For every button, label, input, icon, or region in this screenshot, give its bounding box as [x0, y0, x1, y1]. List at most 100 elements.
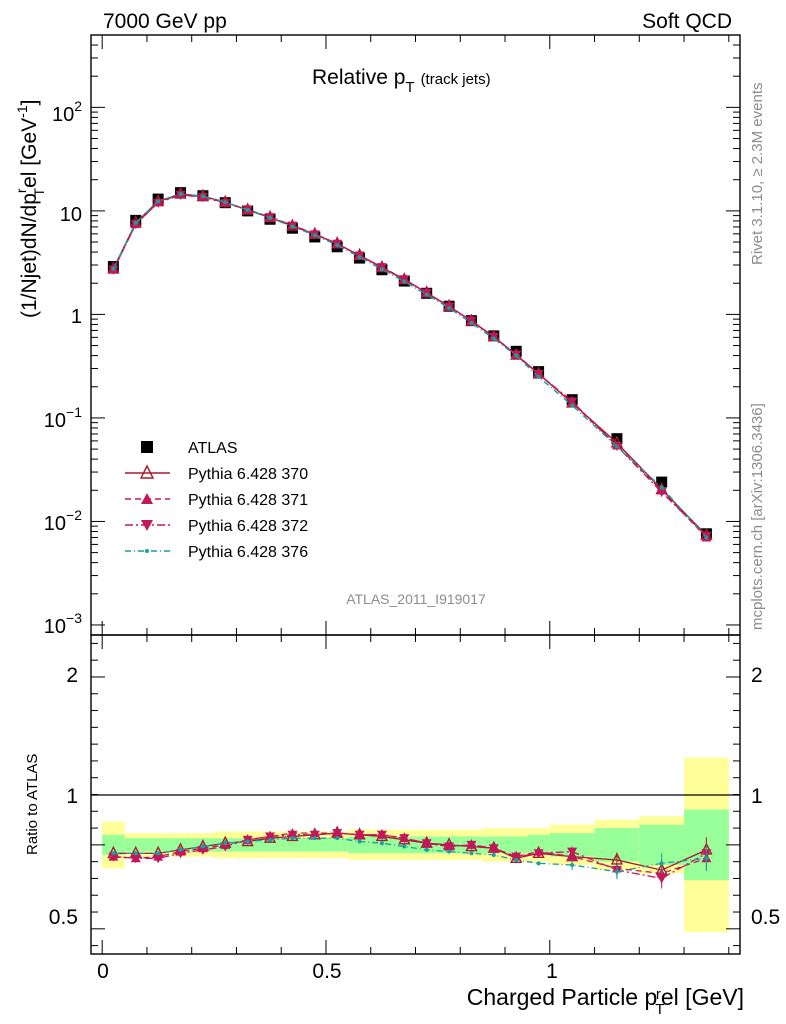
ratio-point-3 [245, 839, 250, 844]
series-line-3 [112, 193, 707, 538]
series-point-3 [223, 200, 228, 205]
ratio-point-3 [312, 836, 317, 841]
legend-marker-1 [141, 493, 153, 504]
top-y-tick-labels: 102 10 1 10−1 10−2 10−3 [44, 98, 82, 638]
series-point-3 [536, 374, 541, 379]
series-point-3 [469, 320, 474, 325]
series-point-3 [514, 353, 519, 358]
ratio-point-2 [656, 874, 667, 884]
y-tick-label-0.001: 10−3 [44, 610, 82, 638]
ratio-point-3 [704, 856, 709, 861]
ratio-point-3 [469, 851, 474, 856]
ratio-band-inner [549, 833, 595, 857]
ratio-point-3 [491, 852, 496, 857]
plot-title: Relative pT (track jets) [312, 66, 491, 96]
x-tick-0.5: 0.5 [312, 960, 341, 983]
ratio-band-inner [325, 838, 349, 852]
ratio-band-inner [146, 838, 170, 852]
y-axis-label-top: (1/Njet)dN/dpr Tel [GeV-1] [13, 100, 47, 318]
legend-marker-2 [141, 520, 153, 531]
header-right: Soft QCD [642, 10, 732, 33]
ratio-y-tick-labels: 2 1 0.5 2 1 0.5 [49, 664, 780, 929]
ratio-point-3 [133, 851, 138, 856]
ratio-point-2 [108, 852, 119, 862]
y-tick-label-0.01: 10−2 [44, 507, 82, 535]
side-text-top: Rivet 3.1.10, ≥ 2.3M events [749, 83, 766, 266]
legend-marker-3 [145, 549, 149, 553]
series-point-3 [335, 243, 340, 248]
series-point-2 [656, 488, 667, 498]
ratio-point-2 [488, 844, 499, 854]
ratio-point-3 [536, 861, 541, 866]
ratio-point-3 [402, 844, 407, 849]
ratio-point-2 [309, 830, 320, 840]
series-point-3 [357, 255, 362, 260]
ratio-band-inner [505, 836, 528, 854]
ratio-point-3 [357, 839, 362, 844]
legend-marker-0 [139, 464, 155, 479]
ratio-point-3 [335, 836, 340, 841]
series-point-3 [290, 224, 295, 229]
ratio-point-2 [220, 842, 231, 852]
ratio-point-2 [153, 854, 164, 864]
ratio-point-3 [290, 836, 295, 841]
ratio-tick-1-left: 1 [66, 785, 78, 808]
ratio-frame [90, 634, 741, 955]
x-tick-labels: 0 0.5 1 [97, 960, 558, 983]
series-line-0 [112, 193, 707, 536]
legend-label-atlas: ATLAS [188, 440, 238, 457]
watermark: ATLAS_2011_I919017 [346, 591, 486, 607]
ratio-bands [102, 757, 729, 933]
ratio-point-2 [376, 830, 387, 840]
ratio-tick-2-right: 2 [751, 664, 763, 687]
plot-title-main: Relative p [312, 66, 405, 89]
plot-title-sub: T [405, 79, 414, 96]
ratio-point-2 [175, 849, 186, 859]
ratio-point-3 [156, 851, 161, 856]
ratio-point-2 [567, 847, 578, 857]
ratio-band-inner [303, 838, 326, 852]
ratio-point-3 [223, 841, 228, 846]
ratio-tick-2-left: 2 [66, 664, 78, 687]
ratio-point-2 [197, 845, 208, 855]
ratio-point-3 [570, 863, 575, 868]
series-point-3 [245, 207, 250, 212]
legend-label-0: Pythia 6.428 370 [188, 466, 308, 483]
ratio-point-2 [332, 829, 343, 839]
atlas-point [611, 433, 623, 445]
ratio-band-inner [527, 834, 550, 855]
ratio-point-2 [533, 849, 544, 859]
ratio-tick-1-right: 1 [751, 785, 763, 808]
series-point-3 [402, 279, 407, 284]
ratio-point-2 [444, 842, 455, 852]
legend-label-1: Pythia 6.428 371 [188, 492, 308, 509]
ratio-panel [90, 634, 741, 955]
series-point-3 [659, 485, 664, 490]
y-tick-label-0.1: 10−1 [44, 404, 82, 432]
y-axis-label-ratio: Ratio to ATLAS [24, 754, 41, 855]
legend: ATLAS Pythia 6.428 370 Pythia 6.428 371 Pyt… [125, 440, 308, 561]
ratio-point-3 [614, 869, 619, 874]
ratio-point-3 [659, 861, 664, 866]
ratio-band-inner [124, 838, 147, 852]
series-point-3 [111, 266, 116, 271]
ratio-tick-0.5-left: 0.5 [49, 906, 78, 929]
ratio-line-3 [113, 837, 707, 873]
series-point-3 [491, 336, 496, 341]
ratio-point-2 [466, 840, 477, 850]
ratio-point-2 [421, 839, 432, 849]
series-point-3 [312, 233, 317, 238]
ratio-point-3 [379, 841, 384, 846]
ratio-point-3 [514, 857, 519, 862]
ratio-point-2 [354, 830, 365, 840]
ratio-point-2 [287, 830, 298, 840]
ratio-band-inner [258, 838, 282, 852]
ratio-point-3 [200, 844, 205, 849]
ratio-data [107, 825, 713, 889]
top-ticks [91, 34, 740, 635]
ratio-point-2 [265, 832, 276, 842]
series-point-3 [424, 292, 429, 297]
series-point-3 [447, 306, 452, 311]
series-line-1 [112, 193, 707, 538]
